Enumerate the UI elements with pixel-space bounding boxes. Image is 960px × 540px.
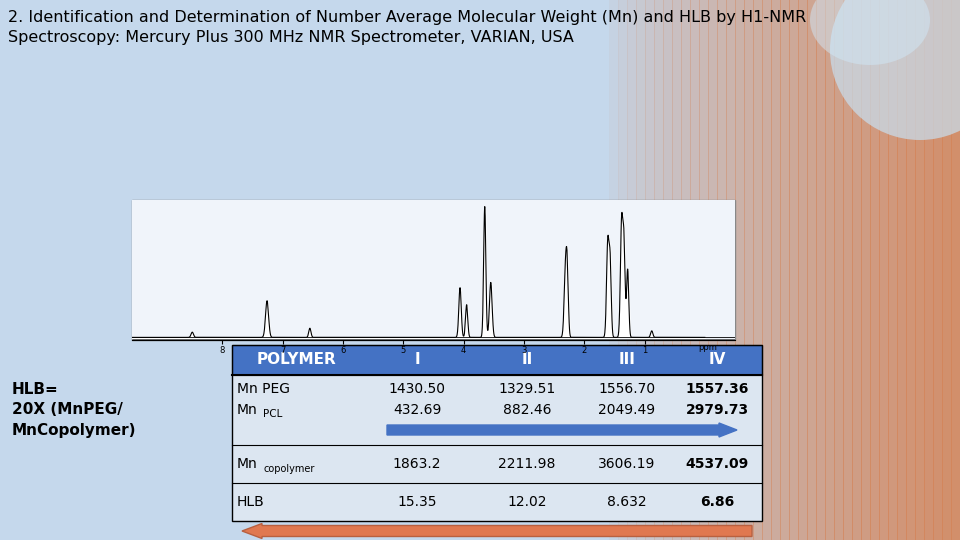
Bar	[807, 0, 817, 540]
Bar	[933, 0, 943, 540]
Bar	[861, 0, 871, 540]
Bar	[735, 0, 745, 540]
Text: 2. Identification and Determination of Number Average Molecular Weight (Mn) and : 2. Identification and Determination of N…	[8, 10, 806, 25]
Bar	[627, 0, 637, 540]
Bar	[942, 0, 952, 540]
Text: I: I	[414, 353, 420, 368]
Text: HLB=
20X (MnPEG/
MnCopolymer): HLB= 20X (MnPEG/ MnCopolymer)	[12, 381, 136, 438]
Text: 4537.09: 4537.09	[685, 457, 749, 471]
Bar	[699, 0, 709, 540]
Text: copolymer: copolymer	[263, 464, 314, 474]
Text: 1556.70: 1556.70	[598, 382, 656, 396]
Bar	[708, 0, 718, 540]
Bar	[232, 345, 762, 375]
Bar	[232, 345, 762, 521]
Text: Mn: Mn	[237, 403, 257, 417]
Text: 12.02: 12.02	[507, 495, 547, 509]
Bar	[681, 0, 691, 540]
Text: 2049.49: 2049.49	[598, 403, 656, 417]
Text: 882.46: 882.46	[503, 403, 551, 417]
Bar	[672, 0, 682, 540]
Bar	[726, 0, 736, 540]
Text: II: II	[521, 353, 533, 368]
Bar	[816, 0, 826, 540]
Text: 1329.51: 1329.51	[498, 382, 556, 396]
Bar	[798, 0, 808, 540]
Text: 1557.36: 1557.36	[685, 382, 749, 396]
Bar	[132, 200, 735, 340]
Text: 1430.50: 1430.50	[389, 382, 445, 396]
Bar	[654, 0, 664, 540]
Bar	[753, 0, 763, 540]
FancyArrow shape	[242, 523, 752, 538]
Text: 6.86: 6.86	[700, 495, 734, 509]
Text: 15.35: 15.35	[397, 495, 437, 509]
Ellipse shape	[810, 0, 930, 65]
Bar	[951, 0, 960, 540]
Bar	[888, 0, 898, 540]
Bar	[843, 0, 853, 540]
Bar	[834, 0, 844, 540]
Text: Mn: Mn	[237, 457, 257, 471]
Bar	[915, 0, 925, 540]
Bar	[645, 0, 655, 540]
Text: POLYMER: POLYMER	[257, 353, 337, 368]
Bar	[879, 0, 889, 540]
Bar	[780, 0, 790, 540]
Text: 1863.2: 1863.2	[393, 457, 442, 471]
Text: Spectroscopy: Mercury Plus 300 MHz NMR Spectrometer, VARIAN, USA: Spectroscopy: Mercury Plus 300 MHz NMR S…	[8, 30, 574, 45]
Bar	[717, 0, 727, 540]
Text: 2211.98: 2211.98	[498, 457, 556, 471]
Bar	[789, 0, 799, 540]
Bar	[600, 0, 610, 540]
FancyArrow shape	[387, 423, 737, 437]
Bar	[762, 0, 772, 540]
Text: IV: IV	[708, 353, 726, 368]
Bar	[852, 0, 862, 540]
Bar	[870, 0, 880, 540]
Text: 3606.19: 3606.19	[598, 457, 656, 471]
Bar	[690, 0, 700, 540]
Text: III: III	[618, 353, 636, 368]
Bar	[771, 0, 781, 540]
Text: 8.632: 8.632	[607, 495, 647, 509]
Text: 432.69: 432.69	[393, 403, 442, 417]
Bar	[825, 0, 835, 540]
Text: HLB: HLB	[237, 495, 265, 509]
Text: 2979.73: 2979.73	[685, 403, 749, 417]
Text: Mn PEG: Mn PEG	[237, 382, 290, 396]
Bar	[906, 0, 916, 540]
Bar	[618, 0, 628, 540]
Bar	[232, 375, 762, 521]
Bar	[609, 0, 619, 540]
Bar	[636, 0, 646, 540]
Text: PCL: PCL	[263, 409, 282, 419]
Ellipse shape	[830, 0, 960, 140]
Bar	[897, 0, 907, 540]
Text: ppm: ppm	[698, 342, 717, 352]
Bar	[663, 0, 673, 540]
Bar	[744, 0, 754, 540]
Bar	[924, 0, 934, 540]
